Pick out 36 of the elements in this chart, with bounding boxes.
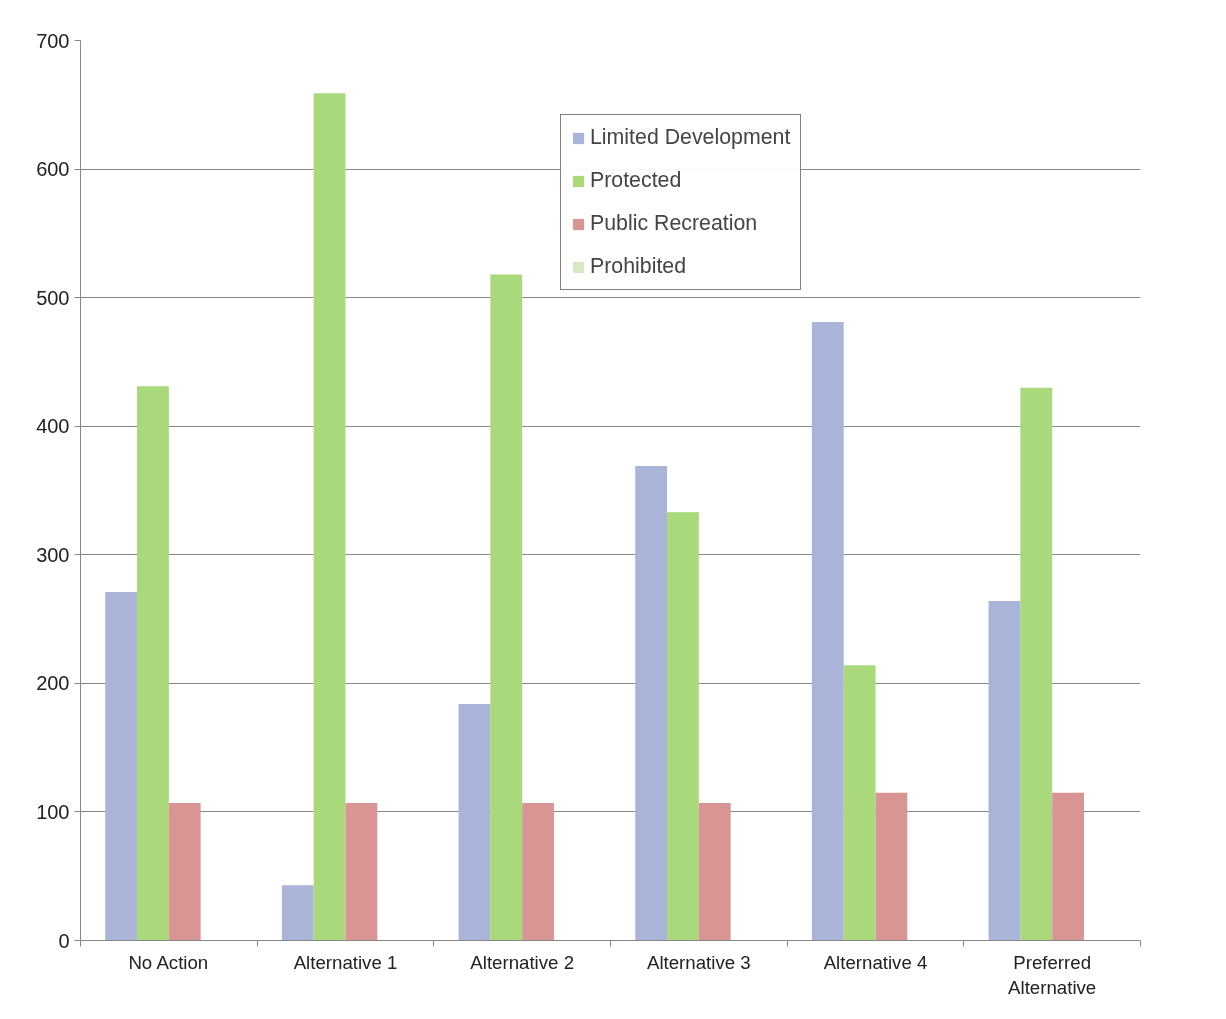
y-tick-label: 200 <box>36 672 70 695</box>
y-tick-label: 700 <box>36 29 70 52</box>
legend-label: Prohibited <box>590 254 687 279</box>
bar <box>137 386 169 941</box>
bar <box>635 466 668 941</box>
y-tick-label: 400 <box>36 415 70 438</box>
bar <box>811 322 844 941</box>
legend-label: Public Recreation <box>590 211 758 236</box>
y-tick-label: 500 <box>36 286 70 309</box>
bar <box>988 601 1021 941</box>
x-tick-label: Alternative 1 <box>293 951 398 973</box>
bar <box>345 802 378 941</box>
bar <box>698 802 731 941</box>
x-tick-label: Preferred Alternative <box>1008 951 1097 998</box>
y-tick-label: 100 <box>36 800 70 823</box>
x-tick-label: Alternative 3 <box>646 951 751 973</box>
bar <box>522 802 554 941</box>
bar <box>875 792 908 941</box>
bar <box>168 802 201 941</box>
bar <box>458 703 491 941</box>
y-tick-label: 300 <box>36 543 70 566</box>
x-tick-label: Alternative 4 <box>823 951 928 973</box>
bar <box>490 274 523 941</box>
x-tick-label: No Action <box>128 951 209 973</box>
y-tick-label: 0 <box>58 929 70 952</box>
y-tick-label: 600 <box>36 158 70 181</box>
legend-label: Protected <box>590 168 682 193</box>
bar <box>313 93 346 941</box>
bar <box>1052 792 1084 941</box>
bar <box>843 665 876 941</box>
bar <box>281 885 314 941</box>
x-tick-label: Alternative 2 <box>470 951 575 973</box>
bar <box>105 592 138 941</box>
bar <box>667 512 699 941</box>
bar <box>1020 387 1053 941</box>
legend-label: Limited Development <box>590 125 791 150</box>
